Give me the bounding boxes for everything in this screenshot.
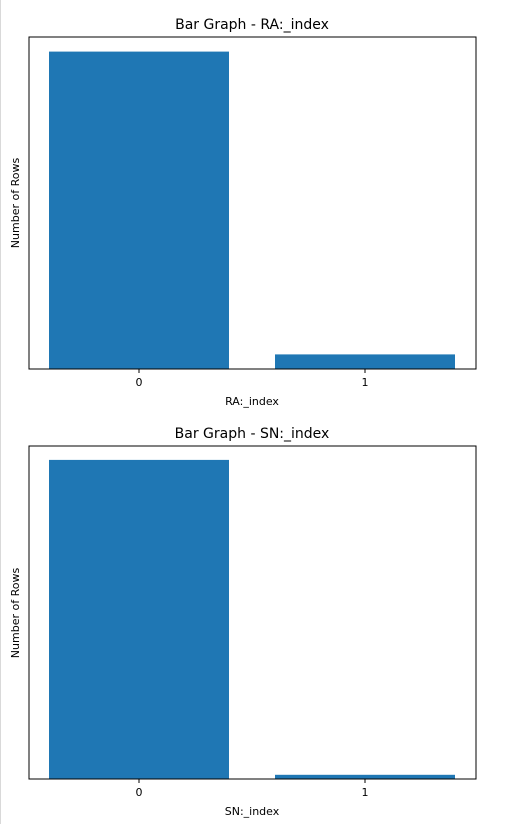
bar-1 [275, 354, 455, 369]
plot-area-frame [28, 36, 477, 370]
bar-1 [275, 774, 455, 779]
x-tick-label-1: 1 [362, 786, 369, 799]
left-border-line [0, 0, 1, 824]
x-tick-label-0: 0 [136, 786, 143, 799]
bar-chart-sn-index: Bar Graph - SN:_index Number of Rows SN:… [9, 426, 477, 818]
x-tick-label-1: 1 [362, 376, 369, 389]
x-axis-label: SN:_index [225, 805, 280, 818]
bar-0 [49, 51, 229, 369]
y-axis-label: Number of Rows [9, 568, 22, 659]
plot-area-frame [28, 445, 477, 780]
y-axis-label: Number of Rows [9, 158, 22, 249]
bar-0 [49, 459, 229, 779]
x-tick-label-0: 0 [136, 376, 143, 389]
bar-chart-ra-index: Bar Graph - RA:_index Number of Rows RA:… [9, 17, 477, 408]
bar-series [49, 51, 455, 369]
bar-series [49, 459, 455, 779]
x-axis-label: RA:_index [225, 395, 279, 408]
chart-title: Bar Graph - SN:_index [175, 426, 330, 442]
chart-title: Bar Graph - RA:_index [175, 17, 329, 33]
